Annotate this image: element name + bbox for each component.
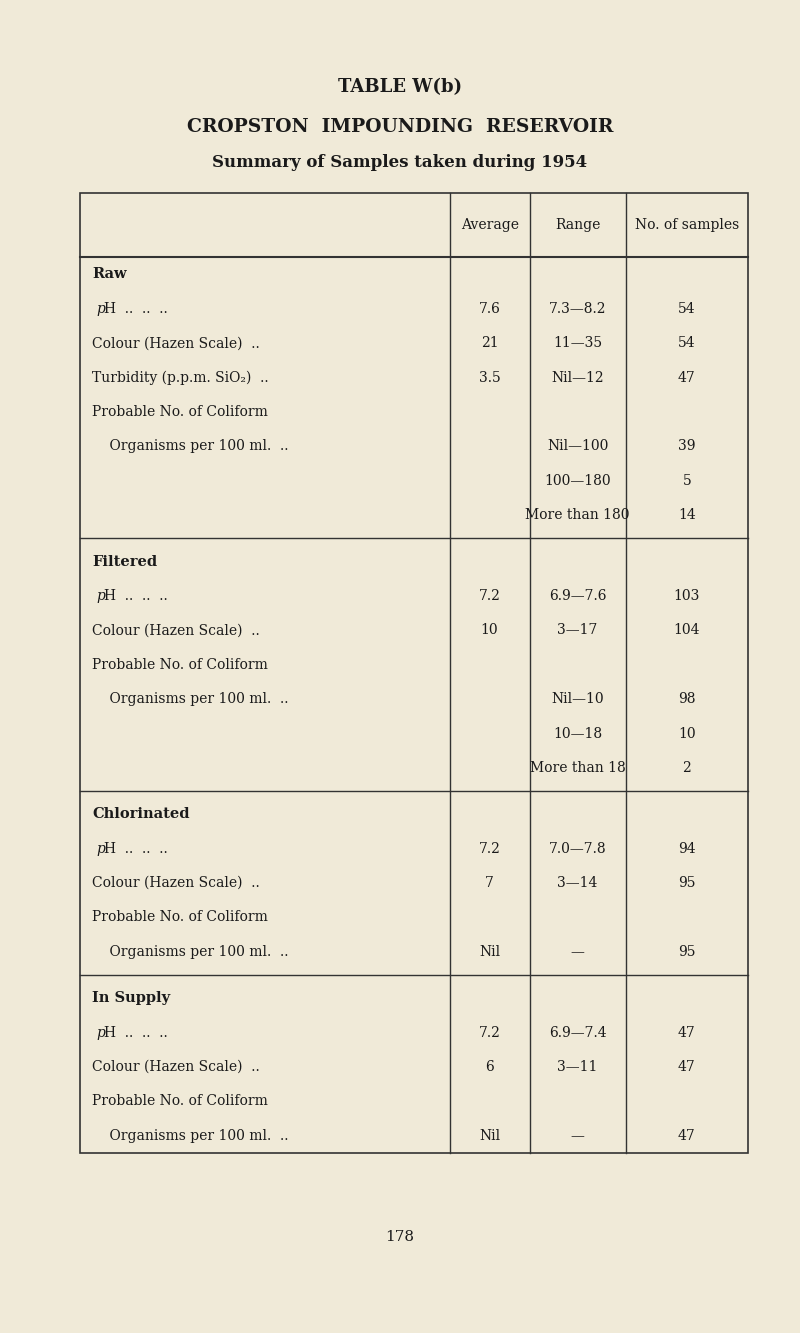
Text: Organisms per 100 ml.  ..: Organisms per 100 ml. .. (92, 945, 289, 958)
Text: 7.2: 7.2 (478, 1025, 501, 1040)
Text: Range: Range (555, 219, 600, 232)
Text: Colour (Hazen Scale)  ..: Colour (Hazen Scale) .. (92, 1060, 260, 1074)
Text: Organisms per 100 ml.  ..: Organisms per 100 ml. .. (92, 1129, 289, 1142)
Text: 7.2: 7.2 (478, 841, 501, 856)
Text: Organisms per 100 ml.  ..: Organisms per 100 ml. .. (92, 692, 289, 706)
Text: Probable No. of Coliform: Probable No. of Coliform (92, 1094, 268, 1109)
Text: 10: 10 (678, 726, 696, 741)
Text: 6.9—7.4: 6.9—7.4 (549, 1025, 606, 1040)
Text: Nil—12: Nil—12 (551, 371, 604, 385)
Text: Raw: Raw (92, 268, 126, 281)
Text: 21: 21 (481, 336, 498, 351)
Text: Nil: Nil (479, 945, 500, 958)
Text: 10—18: 10—18 (553, 726, 602, 741)
Text: 104: 104 (674, 624, 700, 637)
Text: Filtered: Filtered (92, 555, 157, 569)
Text: 11—35: 11—35 (553, 336, 602, 351)
Text: —: — (570, 1129, 585, 1142)
Text: Probable No. of Coliform: Probable No. of Coliform (92, 405, 268, 419)
Text: 2: 2 (682, 761, 691, 774)
Text: 7.0—7.8: 7.0—7.8 (549, 841, 606, 856)
Text: 95: 95 (678, 945, 695, 958)
Text: 3—14: 3—14 (558, 876, 598, 890)
Text: 3—17: 3—17 (558, 624, 598, 637)
Text: 98: 98 (678, 692, 695, 706)
Text: H  ..  ..  ..: H .. .. .. (104, 1025, 168, 1040)
Text: 47: 47 (678, 371, 696, 385)
Text: Colour (Hazen Scale)  ..: Colour (Hazen Scale) .. (92, 624, 260, 637)
Text: 3—11: 3—11 (558, 1060, 598, 1074)
Text: H  ..  ..  ..: H .. .. .. (104, 841, 168, 856)
Text: 47: 47 (678, 1129, 696, 1142)
Text: Colour (Hazen Scale)  ..: Colour (Hazen Scale) .. (92, 876, 260, 890)
Text: Nil—100: Nil—100 (547, 440, 608, 453)
Text: Nil: Nil (479, 1129, 500, 1142)
Text: 54: 54 (678, 301, 696, 316)
Text: Chlorinated: Chlorinated (92, 808, 190, 821)
Text: 7.6: 7.6 (478, 301, 501, 316)
Text: —: — (570, 945, 585, 958)
Text: Average: Average (461, 219, 518, 232)
Text: Probable No. of Coliform: Probable No. of Coliform (92, 910, 268, 925)
Text: 5: 5 (682, 473, 691, 488)
Text: 7.2: 7.2 (478, 589, 501, 603)
Text: 100—180: 100—180 (544, 473, 611, 488)
Text: More than 18: More than 18 (530, 761, 626, 774)
Text: 10: 10 (481, 624, 498, 637)
Text: TABLE W(b): TABLE W(b) (338, 77, 462, 96)
Text: p: p (96, 841, 105, 856)
Text: Nil—10: Nil—10 (551, 692, 604, 706)
Text: No. of samples: No. of samples (634, 219, 739, 232)
Text: 54: 54 (678, 336, 696, 351)
Text: H  ..  ..  ..: H .. .. .. (104, 301, 168, 316)
Text: 7.3—8.2: 7.3—8.2 (549, 301, 606, 316)
Text: p: p (96, 589, 105, 603)
Text: More than 180: More than 180 (526, 508, 630, 523)
Text: p: p (96, 1025, 105, 1040)
Text: Colour (Hazen Scale)  ..: Colour (Hazen Scale) .. (92, 336, 260, 351)
Text: 47: 47 (678, 1060, 696, 1074)
Text: Summary of Samples taken during 1954: Summary of Samples taken during 1954 (213, 155, 587, 171)
Text: 14: 14 (678, 508, 696, 523)
Text: 178: 178 (386, 1230, 414, 1244)
Text: 39: 39 (678, 440, 695, 453)
Text: CROPSTON  IMPOUNDING  RESERVOIR: CROPSTON IMPOUNDING RESERVOIR (187, 117, 613, 136)
Text: Organisms per 100 ml.  ..: Organisms per 100 ml. .. (92, 440, 289, 453)
Text: 7: 7 (485, 876, 494, 890)
Text: 6.9—7.6: 6.9—7.6 (549, 589, 606, 603)
Text: 94: 94 (678, 841, 696, 856)
Text: H  ..  ..  ..: H .. .. .. (104, 589, 168, 603)
Text: p: p (96, 301, 105, 316)
Text: Turbidity (p.p.m. SiO₂)  ..: Turbidity (p.p.m. SiO₂) .. (92, 371, 269, 385)
Text: 95: 95 (678, 876, 695, 890)
Text: Probable No. of Coliform: Probable No. of Coliform (92, 657, 268, 672)
Text: 6: 6 (486, 1060, 494, 1074)
Text: 47: 47 (678, 1025, 696, 1040)
Text: 103: 103 (674, 589, 700, 603)
Text: 3.5: 3.5 (478, 371, 501, 385)
Text: In Supply: In Supply (92, 992, 170, 1005)
